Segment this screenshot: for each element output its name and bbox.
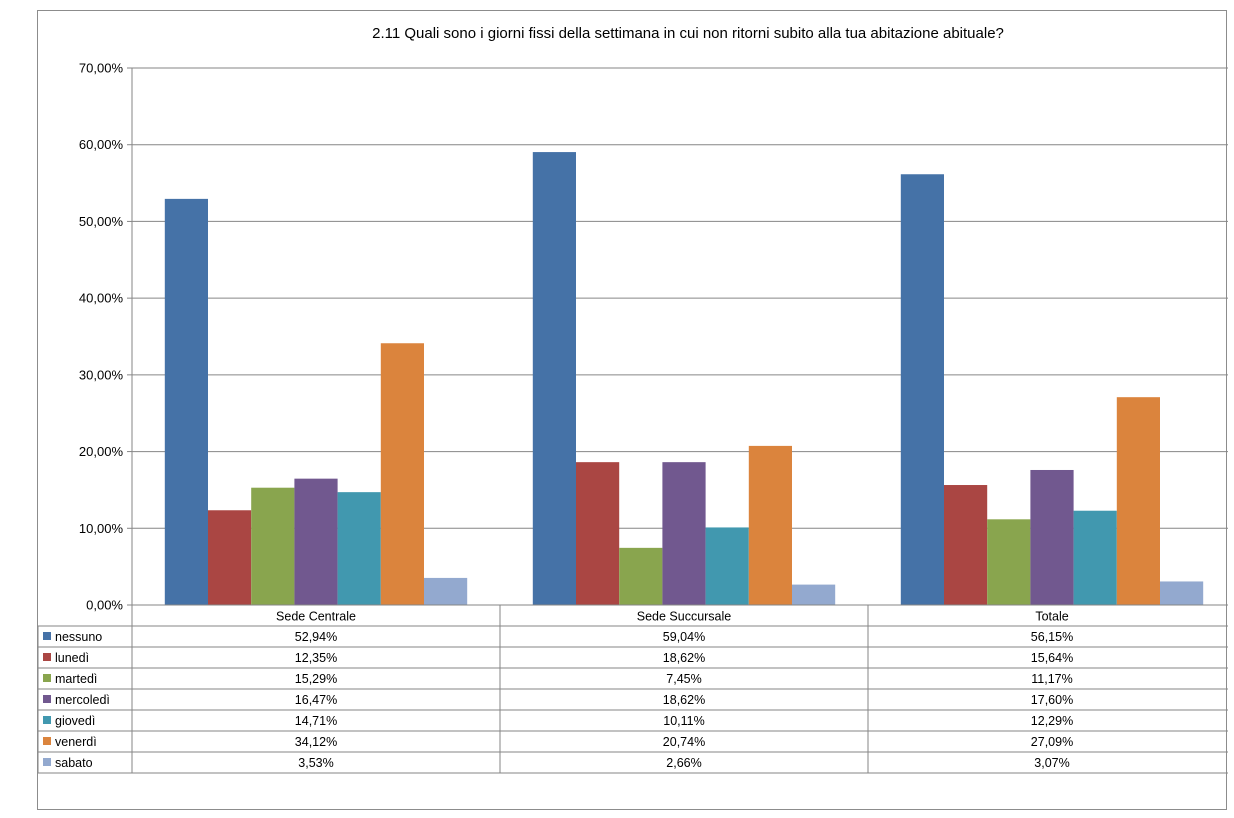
y-tick-label: 10,00%	[79, 521, 124, 536]
bar-1-1	[576, 462, 620, 605]
data-label: 20,74%	[663, 735, 705, 749]
y-tick-label: 30,00%	[79, 367, 124, 382]
data-table: Sede Centrale Sede Succursale Totale nessun…	[38, 604, 1228, 774]
bar-1-2	[944, 485, 988, 605]
y-tick-label: 70,00%	[79, 61, 124, 76]
data-label: 12,29%	[1031, 714, 1073, 728]
legend-swatch	[43, 674, 51, 682]
data-label: 17,60%	[1031, 693, 1073, 707]
bar-6-1	[792, 584, 836, 605]
category-label: Sede Succursale	[637, 610, 732, 624]
data-label: 2,66%	[666, 756, 701, 770]
data-label: 27,09%	[1031, 735, 1073, 749]
legend-label: nessuno	[55, 630, 102, 644]
bar-0-2	[900, 174, 944, 606]
data-label: 34,12%	[295, 735, 337, 749]
data-label: 56,15%	[1031, 630, 1073, 644]
category-label: Totale	[1035, 610, 1068, 624]
bar-0-0	[164, 198, 208, 605]
data-label: 59,04%	[663, 630, 705, 644]
bar-1-0	[208, 510, 252, 605]
y-tick-label: 20,00%	[79, 444, 124, 459]
data-label: 52,94%	[295, 630, 337, 644]
data-label: 12,35%	[295, 651, 337, 665]
data-label: 16,47%	[295, 693, 337, 707]
legend-label: giovedì	[55, 714, 95, 728]
y-tick-label: 60,00%	[79, 137, 124, 152]
bars	[164, 152, 1204, 606]
y-tick-label: 40,00%	[79, 291, 124, 306]
data-label: 3,07%	[1034, 756, 1069, 770]
bar-4-2	[1073, 510, 1117, 605]
legend-swatch	[43, 737, 51, 745]
y-tick-label: 50,00%	[79, 214, 124, 229]
bar-2-1	[619, 547, 663, 605]
data-label: 3,53%	[298, 756, 333, 770]
data-label: 18,62%	[663, 651, 705, 665]
bar-3-2	[1030, 469, 1074, 605]
bar-5-1	[748, 445, 792, 605]
legend-swatch	[43, 653, 51, 661]
bar-3-0	[294, 478, 338, 605]
bar-0-1	[532, 152, 576, 605]
legend-label: sabato	[55, 756, 93, 770]
data-label: 11,17%	[1031, 672, 1072, 686]
legend-label: martedì	[55, 672, 97, 686]
y-axis: 0,00% 10,00% 20,00% 30,00% 40,00% 50,00% 60,00…	[79, 61, 133, 613]
legend-label: mercoledì	[55, 693, 110, 707]
chart-frame: 2.11 Quali sono i giorni fissi della set…	[37, 10, 1228, 810]
legend-swatch	[43, 716, 51, 724]
bar-4-1	[705, 527, 749, 605]
data-label: 14,71%	[295, 714, 337, 728]
legend-swatch	[43, 758, 51, 766]
legend-label: lunedì	[55, 651, 89, 665]
bar-6-0	[424, 577, 468, 605]
legend-swatch	[43, 695, 51, 703]
data-label: 7,45%	[666, 672, 701, 686]
bar-5-2	[1116, 397, 1160, 605]
bar-4-0	[337, 492, 381, 605]
bar-5-0	[380, 343, 424, 605]
bar-3-1	[662, 462, 706, 605]
bar-2-0	[251, 487, 295, 605]
legend-label: venerdì	[55, 735, 97, 749]
gridlines	[132, 67, 1228, 529]
data-label: 15,64%	[1031, 651, 1073, 665]
data-label: 15,29%	[295, 672, 337, 686]
bar-6-2	[1160, 581, 1204, 605]
bar-chart: 2.11 Quali sono i giorni fissi della set…	[38, 25, 1228, 774]
legend-swatch	[43, 632, 51, 640]
category-label: Sede Centrale	[276, 610, 356, 624]
data-label: 10,11%	[663, 714, 704, 728]
bar-2-2	[987, 519, 1031, 605]
data-label: 18,62%	[663, 693, 705, 707]
chart-title: 2.11 Quali sono i giorni fissi della set…	[372, 25, 1004, 42]
y-tick-label: 0,00%	[86, 598, 123, 613]
